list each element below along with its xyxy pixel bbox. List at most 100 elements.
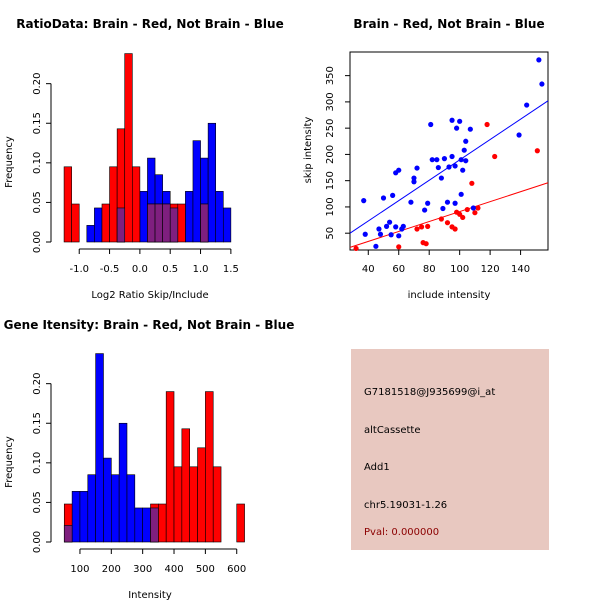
- scatter-x-tick-label: 140: [511, 264, 530, 275]
- ratio-bar-brain: [71, 203, 80, 243]
- probe-info-panel: G7181518@J935699@i_at altCassette Add1 c…: [351, 349, 549, 550]
- scatter-y-axis: 50 100 150 200 250 300 350: [325, 66, 350, 240]
- gene-x-tick-label: 200: [102, 564, 121, 575]
- scatter-point-not-brain: [388, 232, 394, 238]
- scatter-point-not-brain: [438, 175, 444, 181]
- scatter-point-brain: [452, 226, 458, 232]
- gene-y-tick-label: 0.15: [32, 412, 43, 434]
- gene-chart-title: Gene Itensity: Brain - Red, Not Brain - …: [4, 318, 295, 332]
- gene-bar-not-brain: [79, 491, 89, 543]
- ratio-y-tick-label: 0.20: [32, 73, 43, 95]
- scatter-point-brain: [475, 205, 481, 211]
- ratio-bar-not-brain: [185, 191, 194, 243]
- scatter-point-not-brain: [396, 167, 402, 173]
- scatter-point-not-brain: [380, 195, 387, 201]
- scatter-point-not-brain: [536, 57, 542, 63]
- ratio-bar-overlap: [116, 207, 126, 243]
- scatter-point-not-brain: [393, 224, 399, 230]
- scatter-point-not-brain: [444, 199, 451, 205]
- scatter-point-not-brain: [422, 207, 428, 213]
- scatter-point-not-brain: [362, 231, 368, 237]
- gene-intensity-histogram-panel: Gene Itensity: Brain - Red, Not Brain - …: [4, 318, 295, 600]
- gene-x-label: Intensity: [128, 590, 172, 600]
- scatter-point-not-brain: [452, 163, 458, 169]
- gene-y-tick-label: 0.00: [32, 531, 43, 553]
- scatter-point-not-brain: [458, 191, 464, 197]
- ratio-bar-brain: [101, 203, 110, 243]
- scatter-point-brain: [444, 220, 451, 226]
- scatter-point-not-brain: [524, 102, 530, 108]
- gene-bar-brain: [165, 391, 175, 543]
- gene-bar-not-brain: [71, 491, 81, 543]
- scatter-point-not-brain: [435, 164, 441, 171]
- pvalue-text: Pval: 0.000000: [364, 527, 439, 538]
- ratio-x-axis: -1.0 -0.5 0.0 0.5 1.0 1.5: [69, 248, 239, 275]
- gene-x-tick-label: 600: [227, 564, 246, 575]
- ratio-y-axis: 0.00 0.05 0.10 0.15 0.20: [32, 73, 52, 253]
- gene-bar-not-brain: [134, 507, 143, 543]
- ratio-bar-overlap: [200, 203, 209, 243]
- ratio-bar-brain: [132, 166, 141, 243]
- scatter-point-not-brain: [470, 205, 476, 211]
- scatter-point-not-brain: [396, 233, 402, 239]
- ratio-y-tick-label: 0.05: [32, 191, 43, 213]
- gene-bar-brain: [189, 466, 198, 543]
- scatter-point-not-brain: [460, 167, 466, 173]
- ratio-bar-not-brain: [207, 122, 217, 243]
- ratio-bar-overlap: [162, 203, 171, 243]
- scatter-x-axis: 40 60 80 100 120 140: [362, 250, 530, 275]
- gene-bar-not-brain: [95, 353, 104, 543]
- gene-name-text: Add1: [364, 462, 390, 473]
- ratio-x-tick-label: 0.0: [132, 264, 148, 275]
- scatter-y-tick-label: 200: [325, 145, 336, 164]
- gene-bar-brain: [212, 466, 222, 543]
- scatter-x-label: include intensity: [408, 290, 491, 301]
- ratio-x-label: Log2 Ratio Skip/Include: [91, 290, 208, 301]
- ratio-bars: [63, 53, 232, 243]
- scatter-point-not-brain: [449, 117, 455, 123]
- event-type-text: altCassette: [364, 425, 421, 436]
- scatter-x-tick-label: 60: [392, 264, 405, 275]
- ratio-x-tick-label: 1.5: [223, 264, 239, 275]
- gene-bar-brain: [205, 391, 214, 543]
- scatter-point-not-brain: [414, 165, 420, 171]
- probe-id-text: G7181518@J935699@i_at: [364, 387, 495, 398]
- gene-bar-not-brain: [111, 474, 120, 543]
- scatter-point-brain: [353, 245, 359, 252]
- scatter-y-tick-label: 250: [325, 119, 336, 138]
- scatter-chart-title: Brain - Red, Not Brain - Blue: [353, 17, 544, 31]
- scatter-x-tick-label: 100: [450, 264, 469, 275]
- gene-bar-brain: [173, 466, 183, 543]
- scatter-point-not-brain: [452, 200, 458, 206]
- scatter-point-not-brain: [457, 118, 463, 124]
- scatter-point-not-brain: [428, 121, 434, 128]
- ratio-bar-not-brain: [222, 207, 232, 243]
- scatter-point-not-brain: [390, 192, 396, 198]
- ratio-x-tick-label: -0.5: [100, 264, 120, 275]
- scatter-point-not-brain: [463, 158, 469, 164]
- gene-x-tick-label: 400: [164, 564, 183, 575]
- scatter-point-brain: [534, 148, 540, 154]
- scatter-point-brain: [423, 241, 429, 247]
- gene-x-tick-label: 100: [70, 564, 89, 575]
- scatter-point-brain: [464, 206, 470, 213]
- ratio-bar-not-brain: [192, 140, 201, 243]
- gene-bar-overlap: [63, 525, 73, 543]
- scatter-x-tick-label: 80: [423, 264, 436, 275]
- ratio-x-tick-label: 0.5: [162, 264, 178, 275]
- scatter-point-not-brain: [429, 157, 435, 163]
- ratio-bar-not-brain: [94, 207, 103, 243]
- gene-y-label: Frequency: [4, 436, 15, 488]
- info-panel-background: [351, 349, 549, 550]
- gene-bar-brain: [158, 503, 167, 543]
- scatter-point-not-brain: [441, 156, 448, 162]
- gene-bars: [63, 353, 245, 543]
- scatter-point-not-brain: [539, 81, 545, 87]
- gene-bar-not-brain: [126, 474, 136, 543]
- scatter-point-not-brain: [400, 223, 406, 229]
- scatter-y-label: skip intensity: [303, 117, 314, 184]
- chromosome-location-text: chr5.19031-1.26: [364, 500, 447, 511]
- fit-line-brain: [349, 182, 549, 248]
- ratio-y-tick-label: 0.15: [32, 112, 43, 134]
- scatter-point-not-brain: [408, 199, 414, 205]
